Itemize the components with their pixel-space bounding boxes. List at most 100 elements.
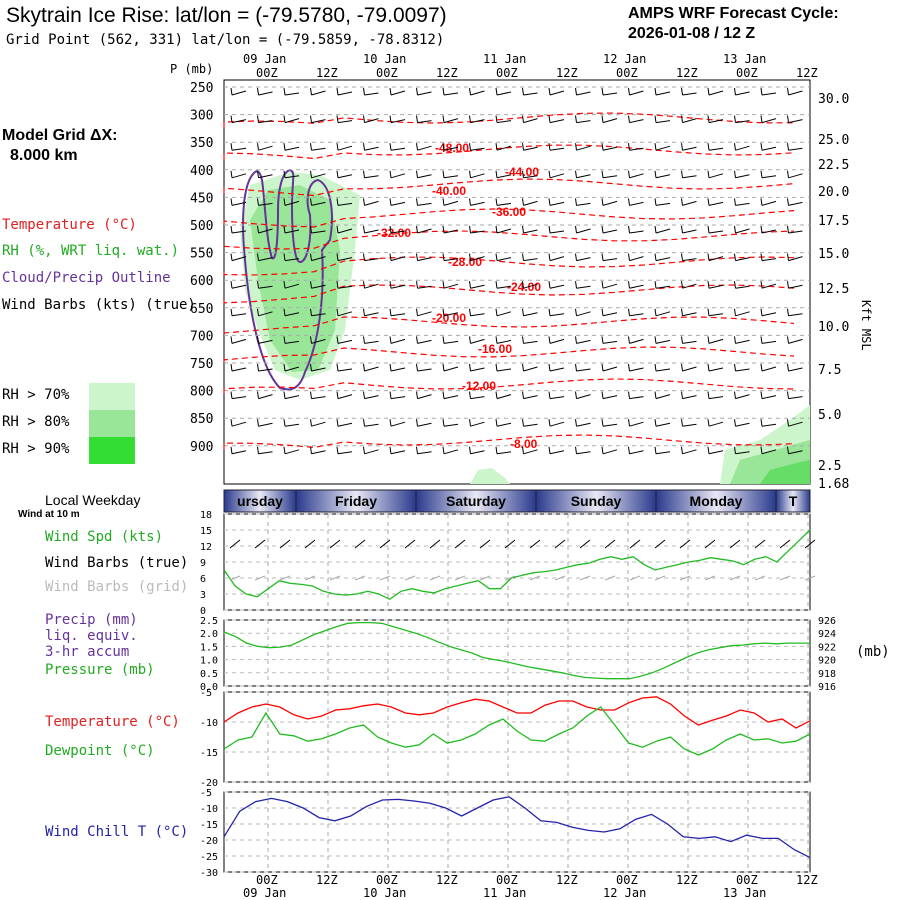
wind-barb [336, 198, 339, 206]
wind-barb [788, 284, 803, 289]
surface-grid-barb [279, 575, 291, 581]
wind-barb [602, 449, 618, 455]
wind-barb [734, 198, 736, 206]
wind-barb [601, 143, 604, 151]
wind-barb [735, 174, 750, 179]
wind-barb [522, 253, 524, 261]
wind-barb [469, 336, 471, 344]
wind-barb [602, 200, 618, 206]
wind-barb [443, 92, 459, 96]
wind-barb [231, 201, 247, 206]
wind-barb [629, 367, 644, 372]
wind-barb [601, 115, 604, 123]
wind-barb [496, 422, 512, 427]
wind-barb [655, 91, 671, 96]
wind-barb [681, 281, 683, 289]
wind-barb [336, 336, 339, 344]
wind-barb [311, 173, 326, 179]
wind-barb [734, 336, 736, 344]
wind-barb [681, 87, 683, 96]
cloud-outline [242, 168, 333, 391]
wind-barb [389, 115, 392, 123]
wind-barb [495, 225, 498, 234]
wind-barb [523, 340, 538, 344]
legend-precip-liq: liq. equiv. [45, 628, 138, 644]
wind-barb [336, 253, 339, 261]
right-tick-label: 922 [818, 642, 836, 653]
wind-barb [787, 446, 789, 454]
wind-barb [654, 336, 657, 344]
wind-barb [496, 228, 512, 234]
surface-wind-barb [504, 539, 516, 549]
wind-barb [283, 253, 286, 261]
wind-barb [284, 395, 300, 400]
time-tick-label-bottom: 00Z [736, 873, 758, 887]
time-tick-label-bottom: 12Z [316, 873, 338, 887]
wind-barb [283, 143, 286, 151]
wind-barb [470, 367, 485, 372]
wind-barb [469, 446, 471, 454]
temperature-line [223, 696, 811, 729]
wind-barb [390, 90, 406, 96]
wind-barb [390, 367, 406, 372]
surface-grid-barb [629, 575, 641, 581]
wind-barb [629, 313, 644, 317]
wind-barb [681, 336, 683, 344]
wind-barb [284, 146, 300, 151]
pressure-unit-label: (mb) [856, 644, 890, 660]
wind-barb [788, 230, 803, 234]
wind-barb [443, 118, 459, 124]
wind-barb [469, 391, 471, 399]
wind-barb [601, 336, 604, 344]
left-tick-label: -10 [200, 718, 218, 729]
wind-barb [469, 308, 471, 316]
kft-tick-label: 17.5 [818, 214, 849, 229]
wind-barb [735, 91, 750, 96]
wind-barb [257, 391, 259, 399]
wind-barb [470, 450, 485, 455]
wind-barb [470, 284, 485, 289]
wind-barb [576, 368, 591, 372]
date-label-top: 09 Jan [243, 52, 286, 66]
left-tick-label: -15 [200, 748, 218, 759]
wind-barb [548, 115, 551, 123]
wind-barb [707, 143, 710, 151]
wind-barb [496, 257, 512, 262]
time-tick-label-top: 00Z [256, 66, 278, 80]
legend-barbs-grid: Wind Barbs (grid) [45, 579, 189, 595]
wind-barb [495, 87, 498, 96]
wind-barb [628, 225, 630, 234]
wind-barb [416, 363, 418, 372]
wind-barb [708, 367, 724, 372]
wind-barb [707, 336, 710, 344]
legend-precip-accum: 3-hr accum [45, 644, 130, 660]
wind-barb [628, 336, 630, 344]
surface-grid-barb [529, 575, 541, 581]
wind-barb [761, 200, 777, 206]
wind-barb [257, 170, 259, 178]
wind-barb [258, 339, 273, 344]
wind-barb [548, 281, 551, 289]
wind-barb [549, 256, 565, 262]
wind-barb [389, 446, 392, 454]
wind-barb [336, 281, 339, 289]
wind-barb [495, 281, 498, 289]
wind-barb [602, 340, 618, 344]
wind-speed-line [223, 529, 811, 601]
surface-grid-barb [379, 575, 391, 581]
wind-barb [310, 363, 312, 372]
wind-barb [602, 118, 618, 124]
wind-barb [788, 396, 803, 400]
forecast-cycle-label: AMPS WRF Forecast Cycle: [628, 5, 839, 22]
temperature-contour [223, 230, 795, 250]
surface-grid-barb [304, 575, 316, 581]
wind-barb [495, 419, 498, 427]
wind-barb [470, 201, 485, 206]
wind-barb [522, 143, 524, 151]
wind-barb [442, 115, 445, 123]
wind-barb [230, 87, 233, 96]
wind-barb [682, 146, 697, 151]
wind-barb [363, 281, 365, 289]
wind-barb [708, 338, 724, 344]
